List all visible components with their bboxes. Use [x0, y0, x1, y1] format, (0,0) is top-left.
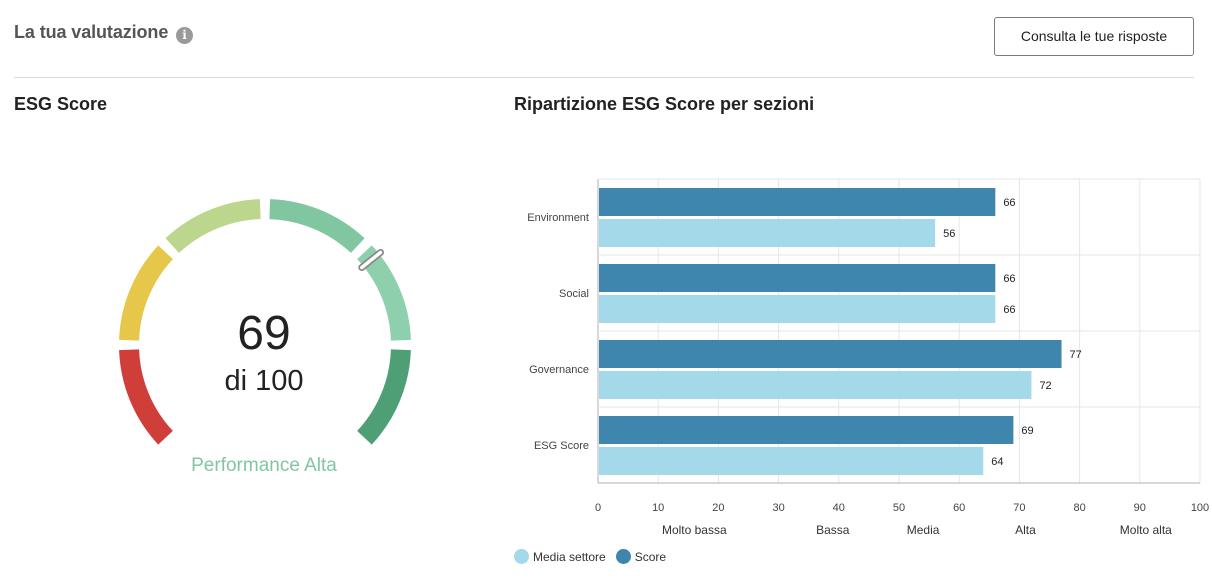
bar-media-settore[interactable] [599, 219, 936, 247]
chart-legend: Media settore Score [514, 549, 676, 564]
bar-value-label: 66 [1003, 273, 1015, 285]
gauge-score-max: di 100 [224, 365, 304, 397]
consult-answers-button[interactable]: Consulta le tue risposte [994, 17, 1194, 56]
bar-value-label: 77 [1070, 349, 1082, 361]
legend-swatch-media-settore [514, 549, 529, 564]
esg-score-title: ESG Score [14, 94, 108, 114]
x-tick-label: 30 [772, 502, 784, 514]
bar-media-settore[interactable] [599, 371, 1032, 399]
legend-swatch-score [615, 549, 631, 564]
band-label: Bassa [816, 523, 850, 537]
gauge-segment [119, 245, 174, 341]
band-label: Media [907, 523, 940, 537]
bar-media-settore[interactable] [599, 295, 996, 323]
legend-label-media-settore: Media settore [533, 549, 606, 564]
category-label: ESG Score [534, 440, 589, 452]
x-tick-label: 70 [1013, 502, 1025, 514]
band-label: Molto bassa [662, 523, 727, 537]
gauge-segment [356, 245, 411, 341]
legend-item-media-settore[interactable]: Media settore [514, 549, 606, 564]
bar-score[interactable] [599, 416, 1014, 444]
x-tick-label: 50 [893, 502, 905, 514]
x-tick-label: 10 [652, 502, 664, 514]
bar-value-label: 66 [1003, 304, 1015, 316]
band-label: Alta [1015, 523, 1036, 537]
header-divider [14, 77, 1194, 78]
bar-value-label: 69 [1021, 425, 1033, 437]
gauge-performance-label: Performance Alta [191, 455, 337, 476]
page-title: La tua valutazione [14, 22, 169, 42]
gauge-segment [165, 199, 261, 254]
gauge-segment [356, 349, 411, 445]
gauge-segment [119, 349, 174, 445]
bar-value-label: 64 [991, 456, 1003, 468]
band-label: Molto alta [1120, 523, 1172, 537]
info-icon[interactable]: i [176, 27, 193, 44]
esg-breakdown-chart: 66 56 Environment 66 66 Social 77 72 Governance 6… [527, 178, 1209, 537]
bar-score[interactable] [599, 340, 1062, 368]
x-tick-label: 100 [1191, 502, 1209, 514]
esg-gauge [119, 199, 411, 445]
bar-score[interactable] [599, 264, 996, 292]
bar-value-label: 56 [943, 228, 955, 240]
x-tick-label: 40 [833, 502, 845, 514]
bar-value-label: 72 [1039, 380, 1051, 392]
breakdown-chart-title: Ripartizione ESG Score per sezioni [514, 94, 815, 114]
category-label: Governance [529, 364, 589, 376]
x-tick-label: 60 [953, 502, 965, 514]
x-tick-label: 90 [1134, 502, 1146, 514]
bar-value-label: 66 [1003, 197, 1015, 209]
x-tick-label: 20 [712, 502, 724, 514]
legend-item-score[interactable]: Score [615, 549, 667, 564]
legend-label-score: Score [634, 549, 667, 564]
bar-score[interactable] [599, 188, 996, 216]
x-tick-label: 0 [595, 502, 601, 514]
x-tick-label: 80 [1073, 502, 1085, 514]
gauge-segment [269, 199, 365, 254]
category-label: Social [559, 288, 589, 300]
category-label: Environment [527, 212, 589, 224]
bar-media-settore[interactable] [599, 447, 984, 475]
gauge-score-value: 69 [237, 307, 291, 360]
gauge-marker-inner [360, 250, 383, 270]
